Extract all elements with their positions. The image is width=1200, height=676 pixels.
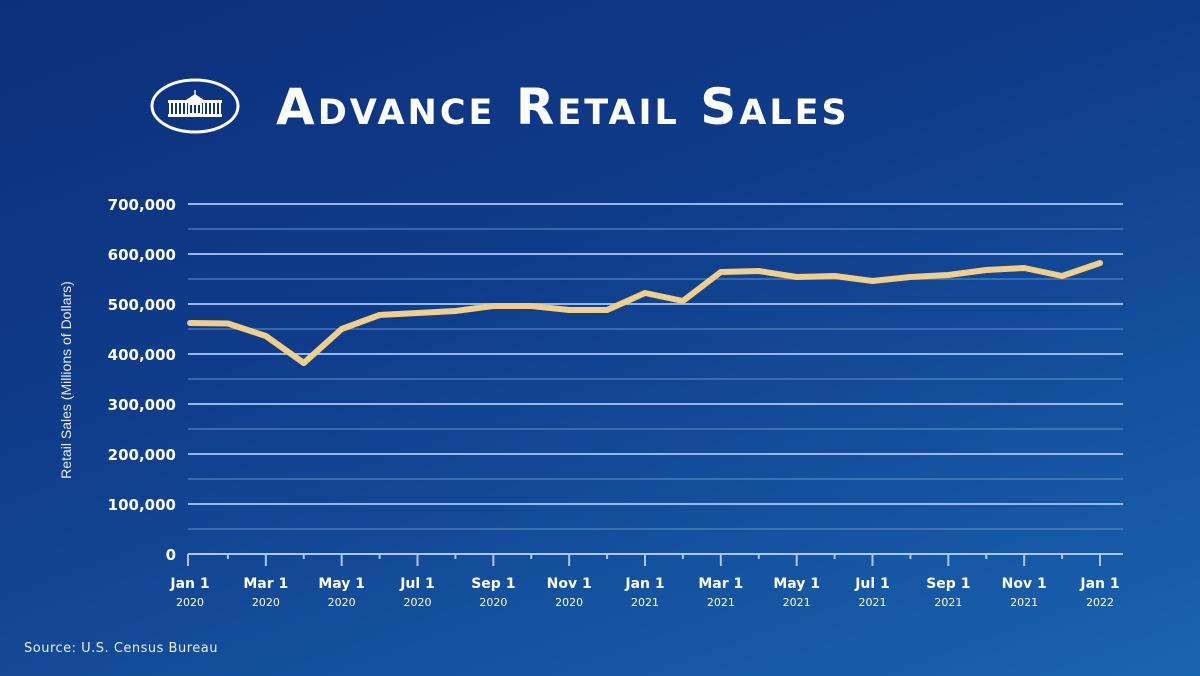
retail-sales-line: [187, 260, 1103, 366]
x-axis: [187, 553, 1123, 566]
x-axis-tick-labels: Jan 1 2020 Mar 1 2020 May 1 2020 Jul 1 2020 Sep …: [169, 576, 1119, 609]
y-tick-label: 700,000: [108, 196, 176, 214]
x-tick-year-label: 2020: [328, 596, 356, 609]
y-axis-label: Retail Sales (Millions of Dollars): [58, 281, 74, 479]
y-tick-label: 300,000: [108, 396, 176, 414]
x-tick-month-label: Nov 1: [547, 576, 592, 592]
x-tick-month-label: Nov 1: [1002, 576, 1047, 592]
x-tick-year-label: 2022: [1086, 596, 1114, 609]
white-house-logo-icon: [150, 78, 240, 134]
x-tick-year-label: 2021: [859, 596, 887, 609]
x-tick-month-label: May 1: [318, 576, 365, 592]
x-tick-year-label: 2021: [631, 596, 659, 609]
x-tick-year-label: 2020: [479, 596, 507, 609]
x-tick-month-label: Jan 1: [169, 576, 209, 592]
x-tick-month-label: May 1: [773, 576, 820, 592]
x-tick-year-label: 2021: [1010, 596, 1038, 609]
x-tick-month-label: Mar 1: [243, 576, 288, 592]
x-tick-month-label: Jan 1: [1079, 576, 1119, 592]
x-tick-year-label: 2020: [404, 596, 432, 609]
x-tick-year-label: 2021: [934, 596, 962, 609]
y-tick-label: 500,000: [108, 296, 176, 314]
x-tick-month-label: Sep 1: [471, 576, 515, 592]
source-note: Source: U.S. Census Bureau: [24, 641, 218, 656]
x-tick-year-label: 2020: [555, 596, 583, 609]
x-tick-year-label: 2020: [176, 596, 204, 609]
x-tick-month-label: Sep 1: [926, 576, 970, 592]
x-tick-year-label: 2021: [707, 596, 735, 609]
y-tick-label: 400,000: [108, 346, 176, 364]
y-tick-label: 100,000: [108, 496, 176, 514]
x-tick-month-label: Mar 1: [698, 576, 743, 592]
x-tick-year-label: 2021: [783, 596, 811, 609]
header: Advance Retail Sales: [0, 72, 1200, 142]
page-title: Advance Retail Sales: [276, 78, 850, 136]
y-tick-label: 200,000: [108, 446, 176, 464]
gridlines: [188, 203, 1123, 530]
x-tick-month-label: Jan 1: [624, 576, 664, 592]
x-tick-year-label: 2020: [252, 596, 280, 609]
y-tick-label: 600,000: [108, 246, 176, 264]
y-axis-tick-labels: 0 100,000 200,000 300,000 400,000 500,000 600,…: [108, 196, 176, 564]
x-tick-month-label: Jul 1: [399, 576, 435, 592]
y-tick-label: 0: [166, 546, 176, 564]
x-tick-month-label: Jul 1: [854, 576, 890, 592]
